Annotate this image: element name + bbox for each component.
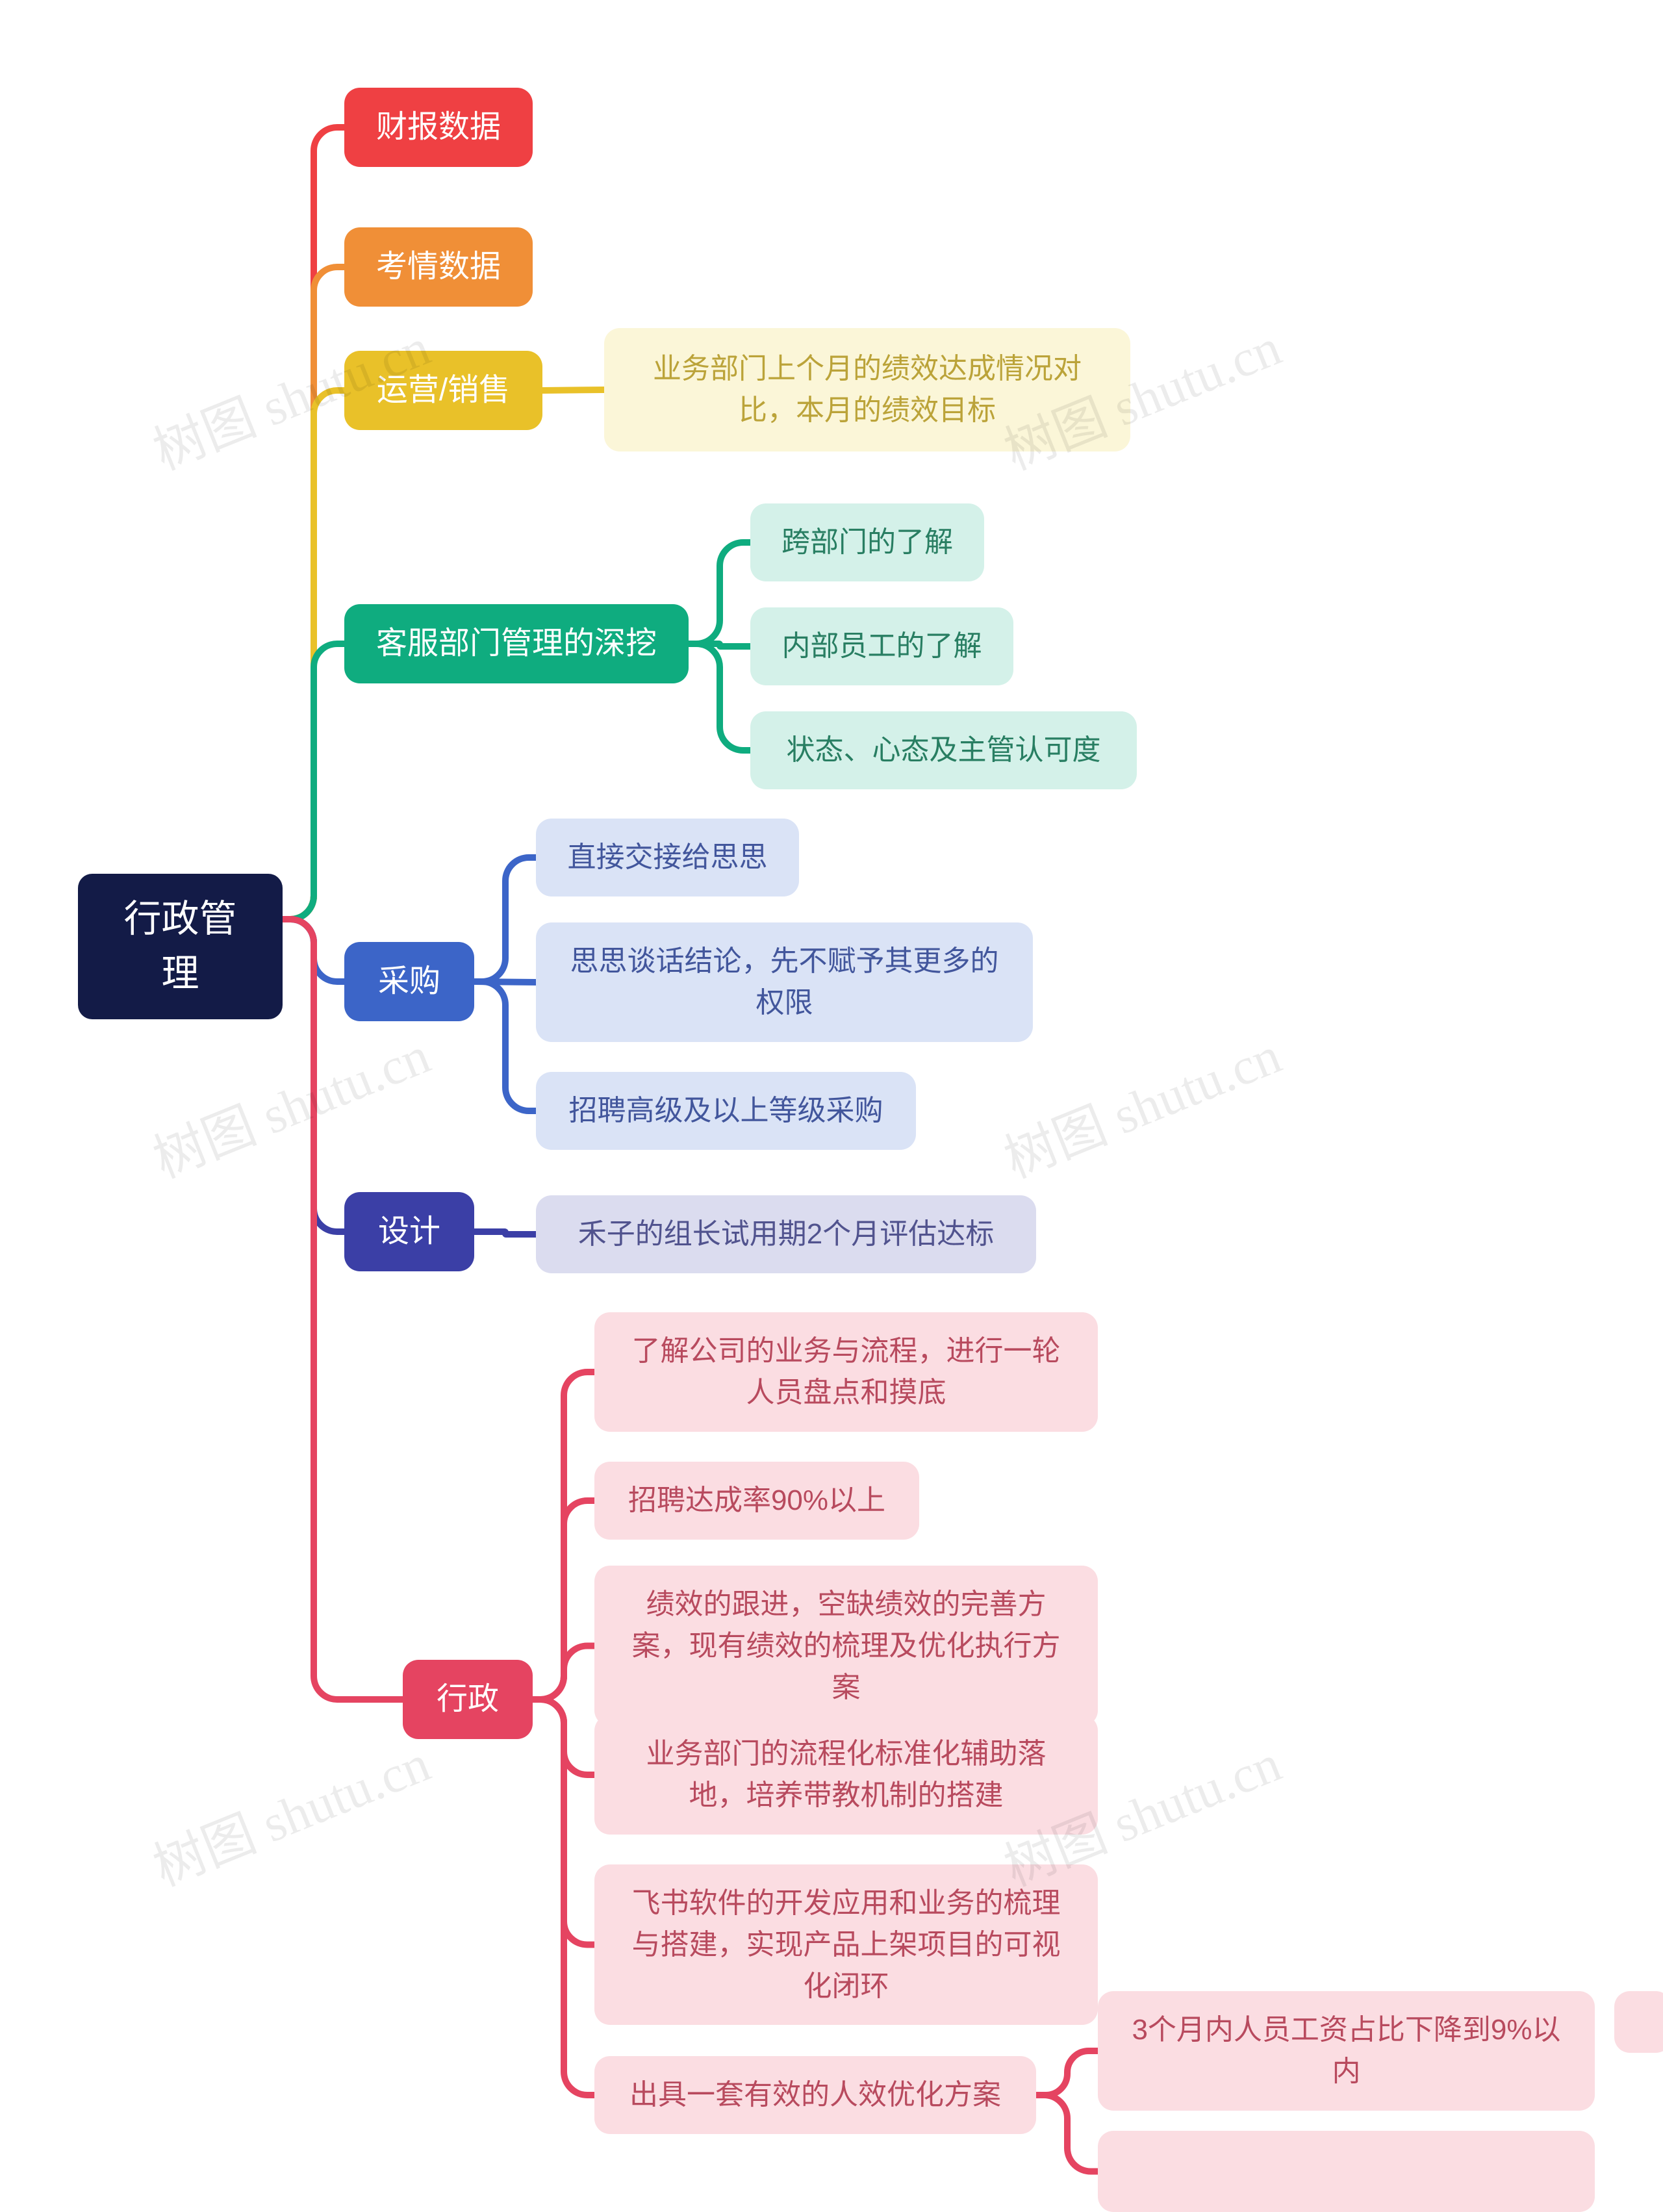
branch-node: 运营/销售 (344, 351, 542, 430)
watermark: 树图 shutu.cn (992, 1013, 1291, 1193)
branch-node: 采购 (344, 942, 474, 1021)
leaf-node (1098, 2131, 1595, 2212)
leaf-node: 招聘高级及以上等级采购 (536, 1072, 916, 1150)
branch-node: 考情数据 (344, 227, 533, 307)
leaf-node: 状态、心态及主管认可度 (750, 711, 1137, 789)
leaf-node: 了解公司的业务与流程，进行一轮人员盘点和摸底 (594, 1312, 1098, 1432)
branch-node: 客服部门管理的深挖 (344, 604, 689, 683)
branch-node: 行政 (403, 1660, 533, 1739)
leaf-node (1614, 1991, 1663, 2053)
leaf-node: 思思谈话结论，先不赋予其更多的权限 (536, 922, 1033, 1042)
leaf-node: 飞书软件的开发应用和业务的梳理与搭建，实现产品上架项目的可视化闭环 (594, 1864, 1098, 2025)
leaf-node: 招聘达成率90%以上 (594, 1462, 919, 1540)
leaf-node: 跨部门的了解 (750, 503, 984, 581)
leaf-node: 绩效的跟进，空缺绩效的完善方案，现有绩效的梳理及优化执行方案 (594, 1566, 1098, 1726)
leaf-node: 内部员工的了解 (750, 607, 1013, 685)
root-node: 行政管理 (78, 874, 283, 1019)
branch-node: 设计 (344, 1192, 474, 1271)
leaf-node: 业务部门上个月的绩效达成情况对比，本月的绩效目标 (604, 328, 1130, 451)
watermark: 树图 shutu.cn (141, 1013, 440, 1193)
watermark: 树图 shutu.cn (141, 1722, 440, 1901)
branch-node: 财报数据 (344, 88, 533, 167)
leaf-node: 3个月内人员工资占比下降到9%以内 (1098, 1991, 1595, 2111)
leaf-node: 出具一套有效的人效优化方案 (594, 2056, 1036, 2134)
leaf-node: 业务部门的流程化标准化辅助落地，培养带教机制的搭建 (594, 1715, 1098, 1835)
leaf-node: 禾子的组长试用期2个月评估达标 (536, 1195, 1036, 1273)
leaf-node: 直接交接给思思 (536, 819, 799, 896)
